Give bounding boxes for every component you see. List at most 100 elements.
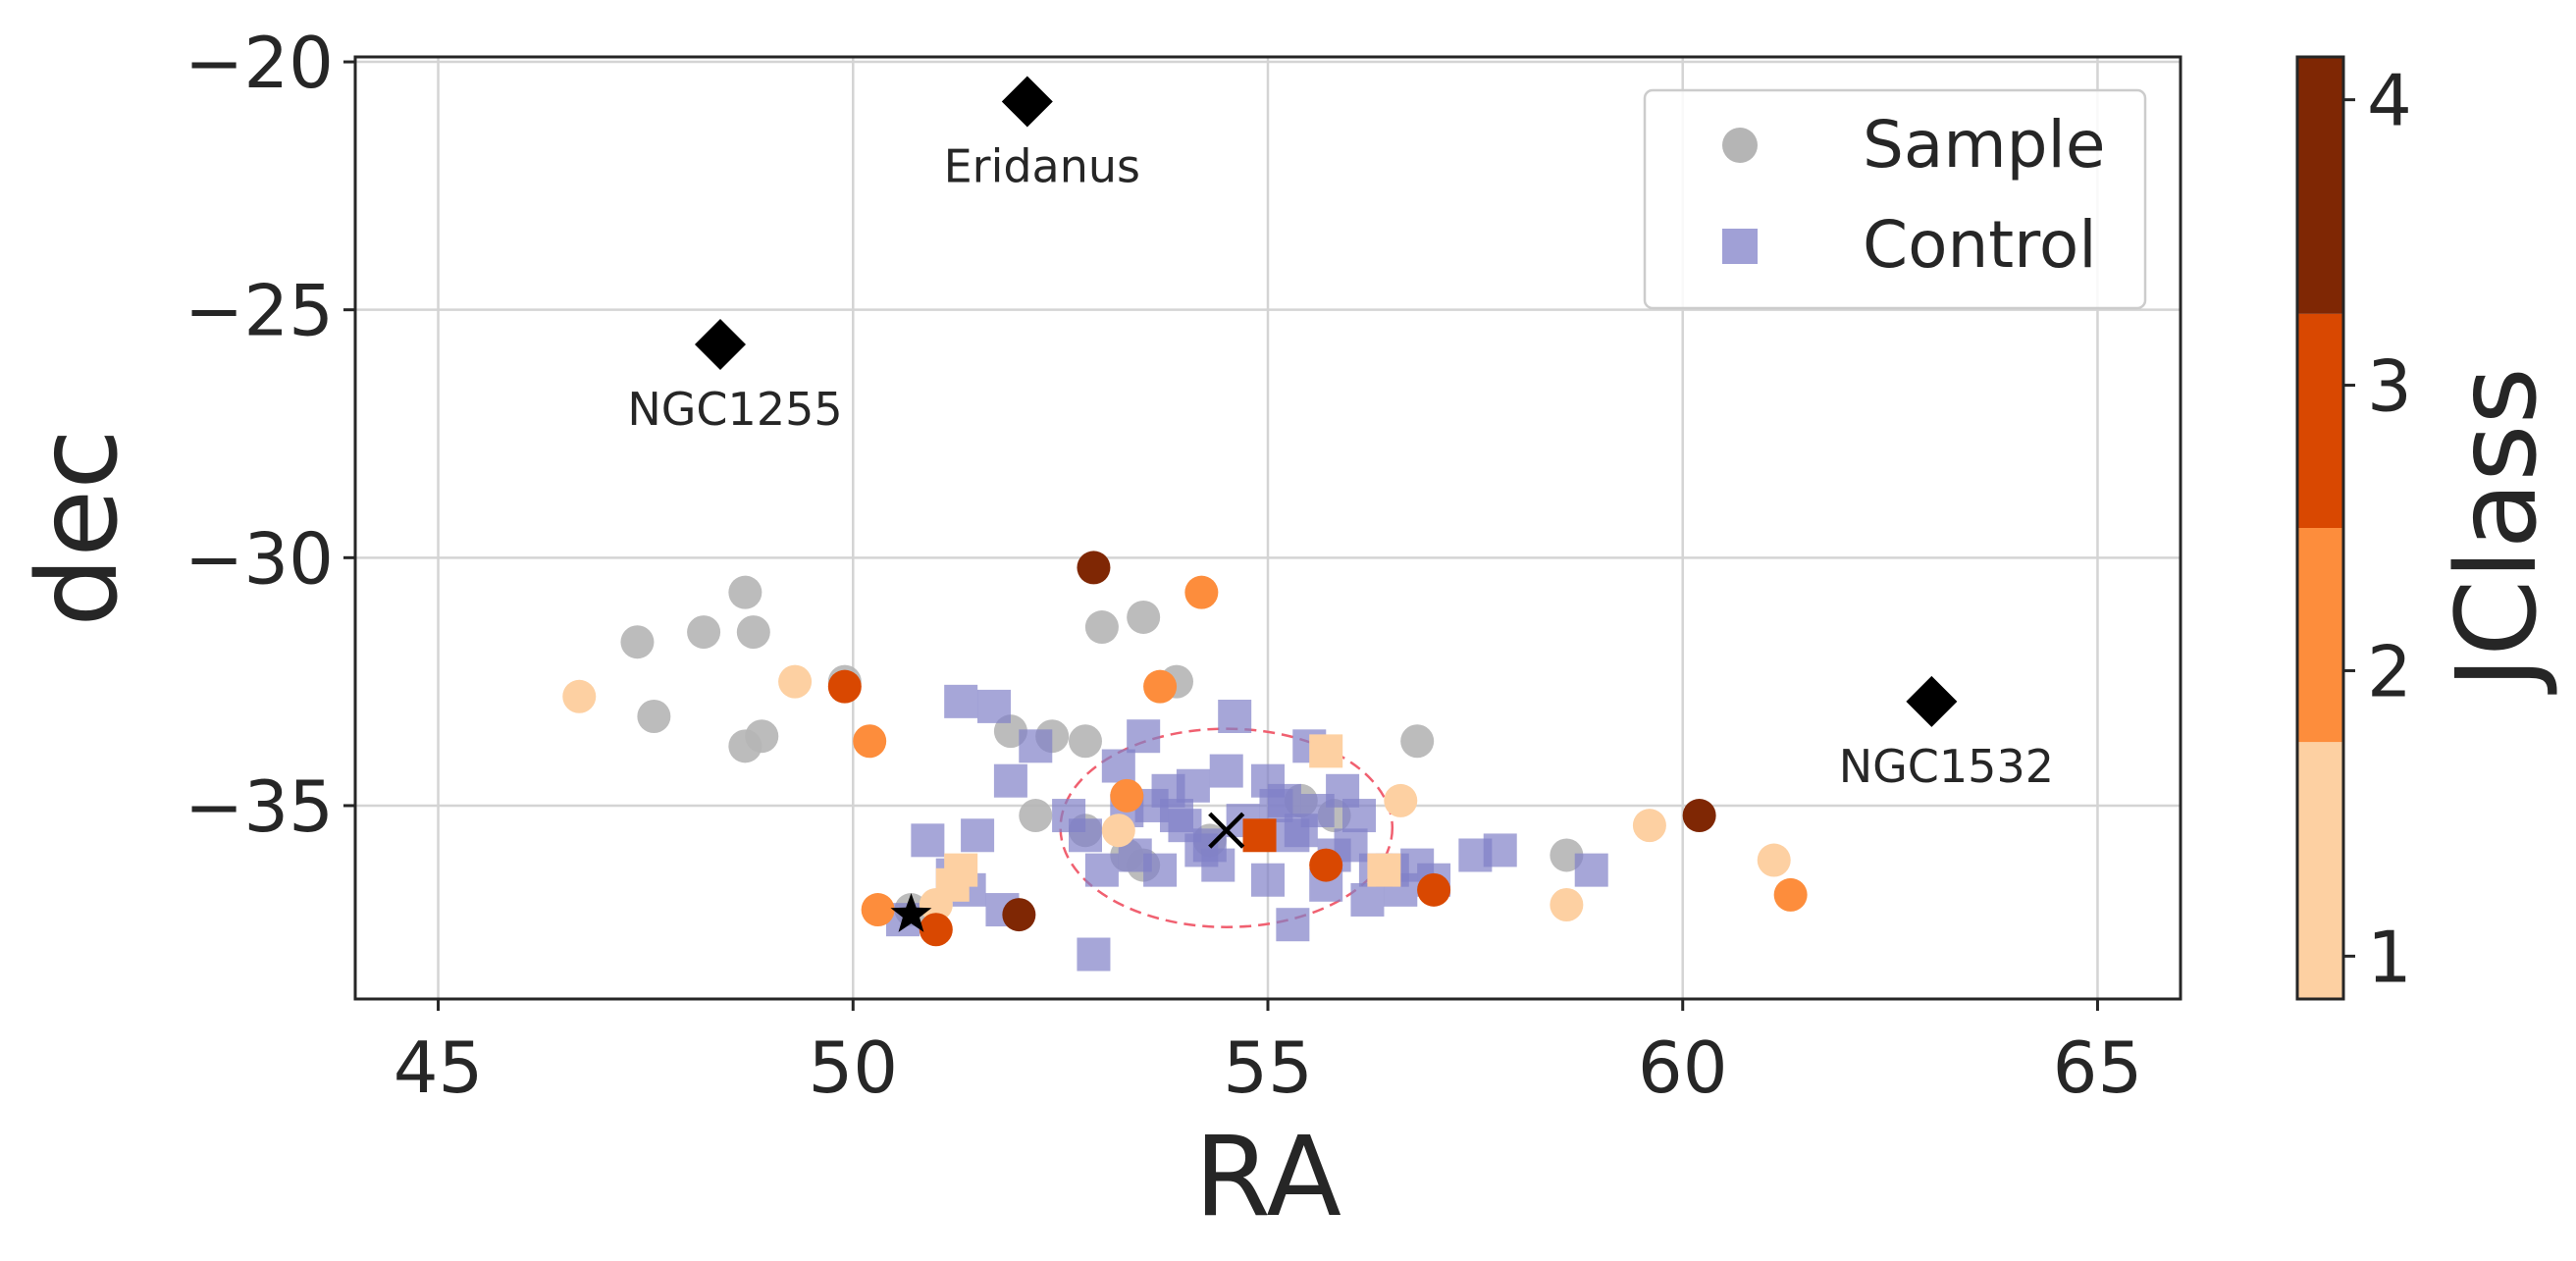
sample-point [736,615,770,650]
sample-jclass-4-point [1002,898,1036,932]
sample-jclass-2-point [1143,669,1178,704]
colorbar-label: JClass [2434,367,2561,695]
sample-jclass-3-point [919,913,953,947]
colorbar: 1 2 3 4 JClass [2295,55,2561,1001]
y-axis-ticks: −20 −25 −30 −35 [184,22,355,848]
landmark-eridanus-marker [1001,76,1053,128]
landmark-ngc1532-label: NGC1532 [1839,740,2054,793]
sample-point [1400,724,1435,759]
colorbar-frame [2295,55,2345,1001]
sample-jclass-1-point [562,679,597,713]
x-tick-label: 45 [394,1026,484,1109]
control-point [911,823,945,858]
x-axis-ticks: 45 50 55 60 65 [394,999,2142,1109]
overlay-markers: Eridanus NGC1255 NGC1532 [627,76,2054,932]
landmark-ngc1255-marker [695,319,746,371]
control-point [1209,754,1243,788]
sample-jclass-1-point [778,664,813,699]
colorbar-bin [2297,313,2343,528]
sample-jclass-2-point [1184,575,1219,609]
colorbar-tick-label: 3 [2367,345,2412,428]
control-point [961,818,995,853]
control-point [1218,700,1252,733]
colorbar-bin [2297,528,2343,743]
y-axis-label: dec [15,429,142,627]
sample-jclass-2-point [1773,877,1808,912]
control-jclass-3-point [1242,818,1277,853]
x-tick-label: 60 [1638,1026,1728,1109]
x-tick-label: 50 [808,1026,898,1109]
control-jclass-1-point [1367,853,1401,887]
control-point [1350,882,1385,917]
sample-jclass-4-point [1077,551,1111,585]
control-point [977,689,1011,723]
control-jclass-1-point [935,867,970,902]
sample-jclass-1-point [1550,888,1584,921]
sample-point [728,729,762,763]
control-point [1342,799,1376,833]
control-point [1069,818,1102,853]
sample-point [620,625,655,659]
sample-point [687,615,721,650]
sample-point [637,700,671,733]
control-point [1251,863,1285,897]
control-point [1276,908,1310,942]
center-cross-marker [1208,812,1245,849]
legend-sample-marker [1722,128,1758,163]
sample-point [1019,799,1053,833]
sample-jclass-3-point [1309,848,1343,882]
sample-jclass-1-point [1632,809,1666,843]
y-tick-label: −35 [184,765,334,848]
colorbar-bin [2297,742,2343,999]
y-tick-label: −20 [184,22,334,104]
colorbar-tick-label: 2 [2367,630,2412,712]
colorbar-tick-label: 1 [2367,916,2412,998]
colorbar-bins [2297,57,2343,999]
landmark-eridanus-label: Eridanus [944,139,1140,192]
sample-jclass-2-point [861,893,895,927]
control-point [1160,799,1193,833]
legend-control-marker [1722,229,1758,264]
sample-point [1069,724,1102,759]
control-point [1143,853,1178,887]
legend: Sample Control [1643,88,2147,310]
control-point [1176,768,1210,803]
control-point [1267,783,1301,817]
landmark-ngc1255-label: NGC1255 [627,383,842,436]
colorbar-bin [2297,57,2343,314]
legend-box [1643,88,2147,310]
control-point [1127,719,1161,754]
colorbar-tick-label: 4 [2367,60,2412,142]
y-tick-label: −25 [184,270,334,352]
control-point [1483,833,1517,867]
sample-jclass-2-point [853,724,887,759]
data-points [562,551,1808,972]
sample-jclass-3-point [1417,872,1451,907]
control-point [1084,853,1119,887]
sample-jclass-1-point [1384,783,1418,817]
control-point [1201,848,1235,882]
sample-jclass-2-point [1110,778,1144,813]
landmark-ngc1532-marker [1906,675,1958,727]
x-tick-label: 55 [1223,1026,1313,1109]
control-point [1077,937,1111,972]
control-point [993,763,1027,798]
sample-point [728,575,762,609]
sample-point [1084,610,1119,645]
control-point [944,684,978,718]
sample-jclass-1-point [1757,843,1791,877]
control-jclass-1-point [1309,734,1343,768]
control-point [1101,749,1135,783]
x-axis-label: RA [1194,1114,1341,1241]
sample-point [1127,600,1161,634]
colorbar-ticks: 1 2 3 4 [2343,60,2412,998]
legend-control-label: Control [1863,207,2097,283]
sample-jclass-4-point [1682,799,1716,833]
control-point [1019,729,1053,763]
control-point [1574,853,1608,887]
sample-jclass-1-point [1101,814,1135,848]
legend-sample-label: Sample [1863,107,2105,183]
control-point [1300,794,1335,827]
sample-jclass-3-point [827,669,862,704]
